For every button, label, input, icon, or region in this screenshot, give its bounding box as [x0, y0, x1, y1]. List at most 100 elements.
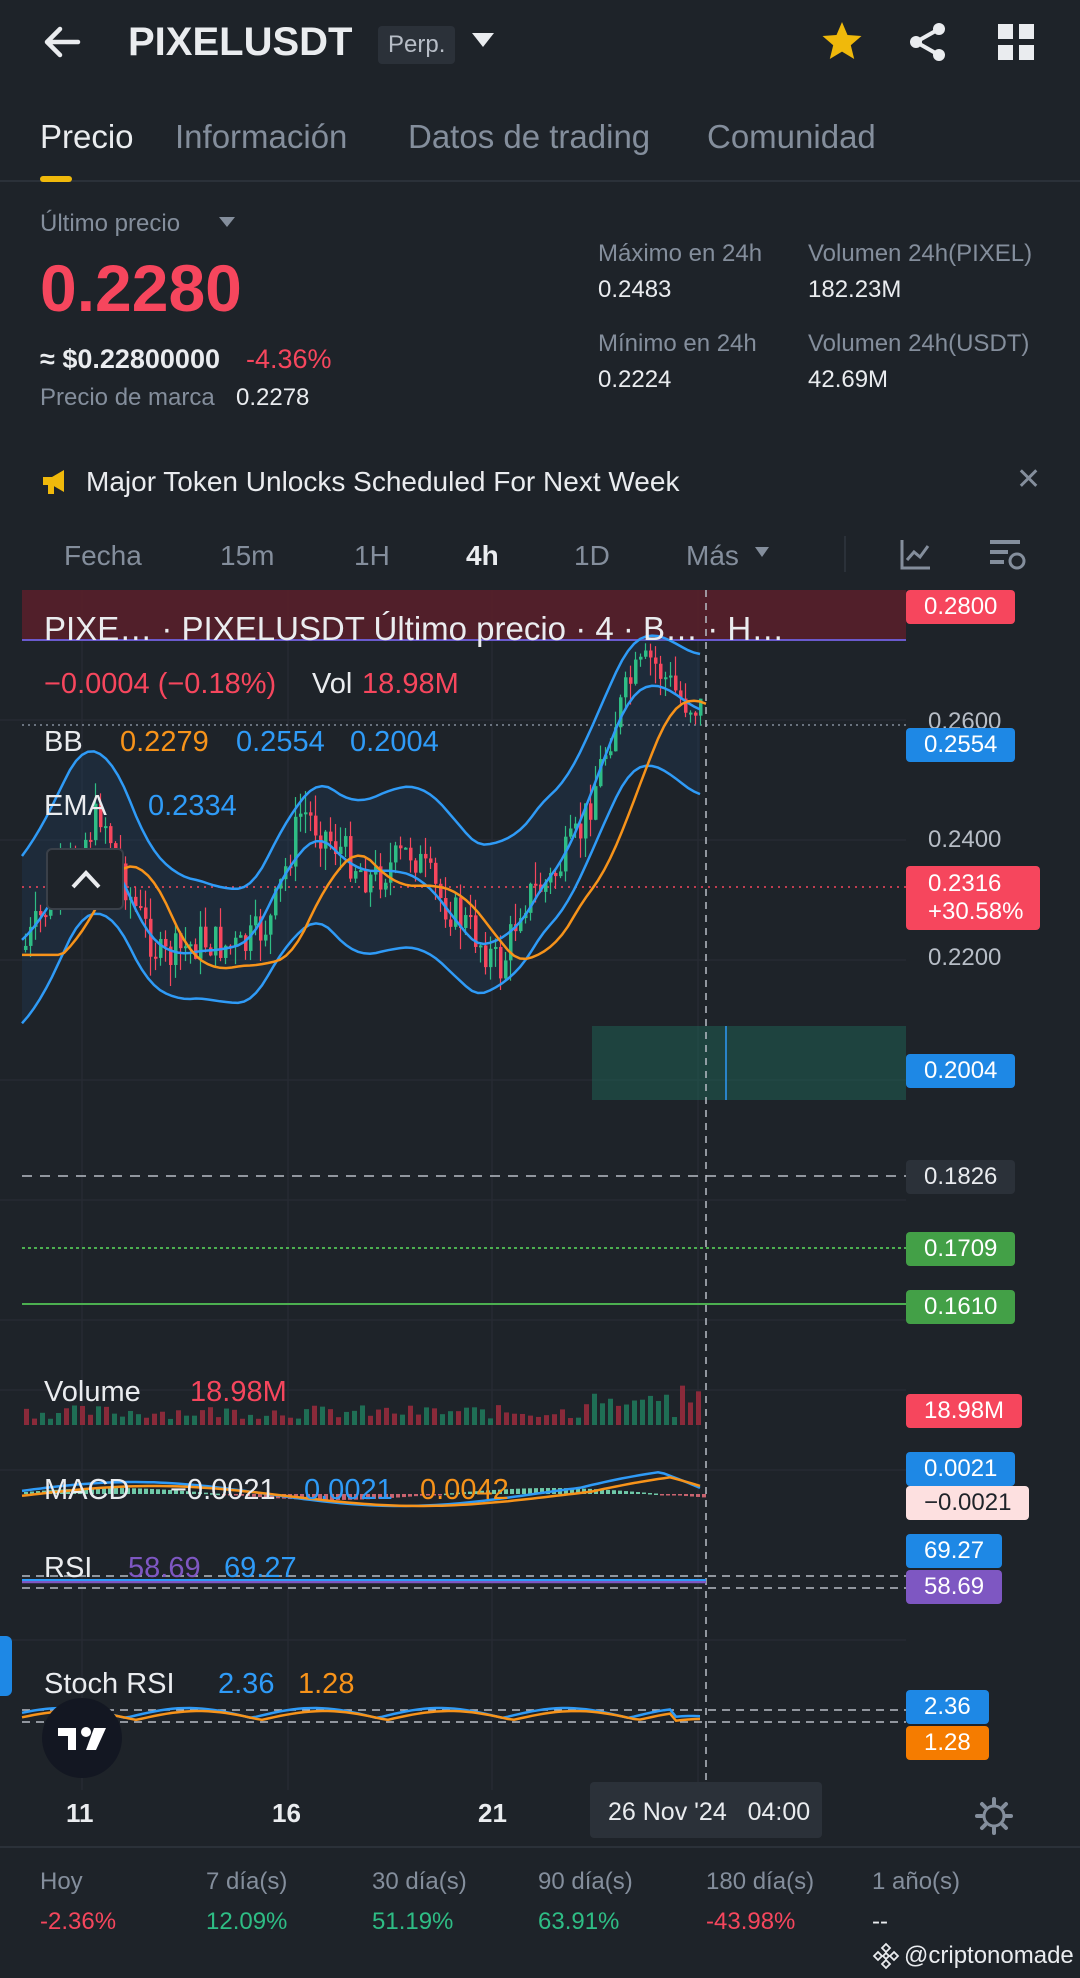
- volume-bar: [376, 1409, 381, 1425]
- price-tag-0.1709: 0.1709: [906, 1232, 1016, 1266]
- volume-panel-value: 18.98M: [190, 1376, 287, 1408]
- candle-body: [309, 812, 313, 816]
- tab-informacion[interactable]: Información: [175, 118, 348, 155]
- volume-bar: [504, 1412, 509, 1425]
- macd-bar: [330, 1494, 334, 1500]
- caret-down-icon[interactable]: [754, 546, 770, 558]
- indicator-icon[interactable]: [898, 536, 934, 572]
- macd-bar: [78, 1488, 82, 1494]
- tab-datos-de-trading[interactable]: Datos de trading: [408, 118, 651, 155]
- candle-body: [449, 919, 453, 927]
- chart-canvas[interactable]: [0, 590, 1080, 1830]
- candle-body: [389, 862, 393, 883]
- candle-body: [654, 657, 658, 664]
- candle-body: [234, 937, 238, 947]
- volume-bar: [600, 1403, 605, 1425]
- candle-body: [684, 698, 688, 713]
- candle-body: [569, 828, 573, 837]
- macd-bar: [108, 1488, 112, 1494]
- candle-body: [624, 677, 628, 698]
- candle-body: [274, 888, 278, 916]
- tab-comunidad[interactable]: Comunidad: [707, 118, 876, 155]
- top-bar: PIXELUSDT Perp.: [0, 0, 1080, 88]
- tab-precio[interactable]: Precio: [40, 118, 134, 155]
- ema-line: [22, 699, 707, 970]
- candle-body: [254, 916, 258, 926]
- volume-bar: [24, 1408, 29, 1425]
- interval-4h[interactable]: 4h: [466, 540, 499, 571]
- interval-15m[interactable]: 15m: [220, 540, 275, 571]
- share-icon[interactable]: [906, 20, 950, 64]
- macd-bar: [480, 1490, 484, 1494]
- candlestick-chart[interactable]: PIXE… · PIXELUSDT Último precio · 4 · B……: [0, 590, 1080, 1838]
- volume-bar: [104, 1406, 109, 1425]
- volume-bar: [232, 1409, 237, 1425]
- candle-body: [589, 803, 593, 820]
- volume-bar: [216, 1417, 221, 1425]
- volume-bar: [608, 1398, 613, 1425]
- candle-body: [149, 918, 153, 957]
- macd-bar: [162, 1489, 166, 1494]
- candle-body: [399, 845, 403, 849]
- close-icon[interactable]: ✕: [1016, 463, 1042, 496]
- interval-1h[interactable]: 1H: [354, 540, 390, 571]
- candle-body: [634, 659, 638, 684]
- volume-bar: [544, 1415, 549, 1425]
- candle-body: [204, 926, 208, 948]
- perf-label-7d: 7 día(s): [206, 1868, 288, 1895]
- macd-bar: [402, 1494, 406, 1498]
- candle-body: [664, 677, 668, 680]
- macd-bar: [366, 1494, 370, 1500]
- macd-bar: [432, 1494, 436, 1496]
- candle-body: [174, 933, 178, 965]
- volume-bar: [416, 1414, 421, 1425]
- grid-menu-icon[interactable]: [996, 22, 1036, 62]
- price-tag-0.2800: 0.2800: [906, 590, 1016, 624]
- announcement-text[interactable]: Major Token Unlocks Scheduled For Next W…: [86, 466, 680, 497]
- chart-settings-icon[interactable]: [988, 536, 1028, 572]
- candle-body: [579, 823, 583, 839]
- star-icon[interactable]: [818, 18, 866, 66]
- candle-body: [424, 853, 428, 859]
- volume-bar: [648, 1395, 653, 1425]
- perf-value-180d: -43.98%: [706, 1908, 796, 1935]
- macd-bar: [642, 1492, 646, 1494]
- low-24h-value: 0.2224: [598, 366, 672, 393]
- interval-fecha[interactable]: Fecha: [64, 540, 142, 571]
- candle-body: [599, 759, 603, 787]
- usd-price: ≈ $0.22800000: [40, 344, 220, 374]
- ema-value: 0.2334: [148, 790, 237, 822]
- candle-body: [169, 946, 173, 965]
- macd-bar: [618, 1490, 622, 1494]
- candle-body: [364, 870, 368, 893]
- tradingview-logo[interactable]: [42, 1698, 122, 1778]
- volume-panel-label: Volume: [44, 1376, 141, 1408]
- collapse-legend-button[interactable]: [46, 848, 124, 910]
- back-arrow-icon[interactable]: [40, 20, 84, 64]
- candle-body: [294, 816, 298, 867]
- candle-body: [584, 803, 588, 839]
- candle-body: [379, 866, 383, 890]
- caret-down-icon[interactable]: [218, 216, 236, 228]
- volume-bar: [144, 1417, 149, 1425]
- macd-bar: [660, 1494, 664, 1496]
- settings-gear-icon[interactable]: [974, 1796, 1014, 1836]
- candle-body: [614, 727, 618, 752]
- macd-bar: [114, 1488, 118, 1494]
- volume-bar: [304, 1409, 309, 1425]
- interval-1d[interactable]: 1D: [574, 540, 610, 571]
- candle-body: [504, 960, 508, 979]
- volume-bar: [120, 1416, 125, 1425]
- interval-mas[interactable]: Más: [686, 540, 739, 571]
- candle-body: [354, 871, 358, 879]
- macd-bar: [408, 1494, 412, 1497]
- volume-bar: [32, 1418, 37, 1425]
- candle-body: [384, 882, 388, 890]
- volume-bar: [272, 1410, 277, 1425]
- chevron-up-icon: [71, 870, 101, 889]
- side-drawer-handle[interactable]: [0, 1636, 12, 1696]
- candle-body: [659, 663, 663, 679]
- pair-title[interactable]: PIXELUSDT: [128, 20, 353, 64]
- last-price-label[interactable]: Último precio: [40, 210, 181, 237]
- chevron-down-icon[interactable]: [470, 30, 496, 50]
